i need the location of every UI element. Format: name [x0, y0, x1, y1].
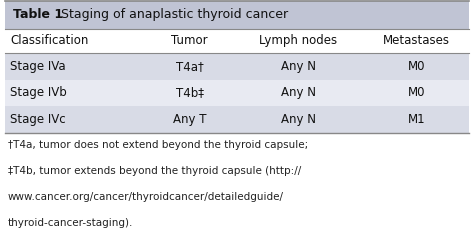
Text: Any N: Any N — [281, 60, 316, 73]
Bar — [5, 29, 469, 53]
Bar — [5, 1, 469, 29]
Text: T4a†: T4a† — [176, 60, 204, 73]
Text: Stage IVa: Stage IVa — [10, 60, 66, 73]
Text: Stage IVc: Stage IVc — [10, 113, 66, 126]
Text: Classification: Classification — [10, 34, 89, 47]
Text: Staging of anaplastic thyroid cancer: Staging of anaplastic thyroid cancer — [57, 8, 289, 21]
Text: ‡T4b, tumor extends beyond the thyroid capsule (http://: ‡T4b, tumor extends beyond the thyroid c… — [8, 166, 301, 176]
Text: Stage IVb: Stage IVb — [10, 86, 67, 99]
Text: †T4a, tumor does not extend beyond the thyroid capsule;: †T4a, tumor does not extend beyond the t… — [8, 140, 308, 150]
Bar — [5, 80, 469, 106]
Bar — [5, 106, 469, 133]
Text: Any N: Any N — [281, 86, 316, 99]
Text: M0: M0 — [408, 60, 425, 73]
Text: thyroid-cancer-staging).: thyroid-cancer-staging). — [8, 218, 133, 228]
Text: www.cancer.org/cancer/thyroidcancer/detailedguide/: www.cancer.org/cancer/thyroidcancer/deta… — [8, 192, 284, 202]
Text: M0: M0 — [408, 86, 425, 99]
Text: Any T: Any T — [173, 113, 207, 126]
Text: T4b‡: T4b‡ — [176, 86, 204, 99]
Text: Tumor: Tumor — [172, 34, 208, 47]
Text: Lymph nodes: Lymph nodes — [259, 34, 337, 47]
Text: M1: M1 — [408, 113, 425, 126]
Text: Metastases: Metastases — [383, 34, 450, 47]
Text: Table 1: Table 1 — [12, 8, 63, 21]
Bar — [5, 53, 469, 80]
Text: Any N: Any N — [281, 113, 316, 126]
